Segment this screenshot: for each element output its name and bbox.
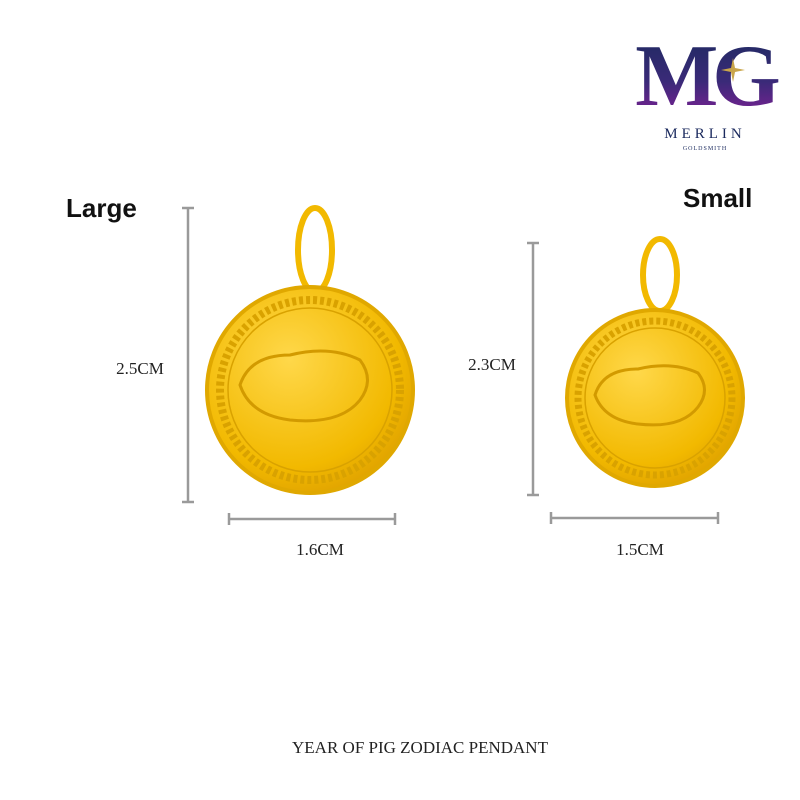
coin-inner-ring <box>584 327 726 469</box>
caption: YEAR OF PIG ZODIAC PENDANT <box>292 738 549 757</box>
logo-tagline: GOLDSMITH <box>683 146 727 152</box>
coin-border <box>574 317 736 479</box>
pig-motif <box>593 364 706 427</box>
size-label: Small <box>683 183 752 213</box>
height-label: 2.5CM <box>116 359 164 378</box>
width-label: 1.5CM <box>616 540 664 559</box>
bail-ring <box>640 236 680 314</box>
coin <box>205 285 415 495</box>
pig-motif <box>238 349 369 423</box>
logo-monogram: MG <box>635 28 779 125</box>
coin <box>565 308 745 488</box>
logo-star <box>721 58 745 82</box>
logo: MG MERLIN GOLDSMITH <box>635 28 785 152</box>
coin-inner-ring <box>227 307 393 473</box>
logo-brand: MERLIN <box>664 126 746 142</box>
width-label: 1.6CM <box>296 540 344 559</box>
bail-ring <box>295 205 335 295</box>
height-label: 2.3CM <box>468 355 516 374</box>
pendant-small <box>565 236 745 488</box>
coin-border <box>216 296 404 484</box>
size-label: Large <box>66 193 137 223</box>
pendant-large <box>205 205 415 495</box>
